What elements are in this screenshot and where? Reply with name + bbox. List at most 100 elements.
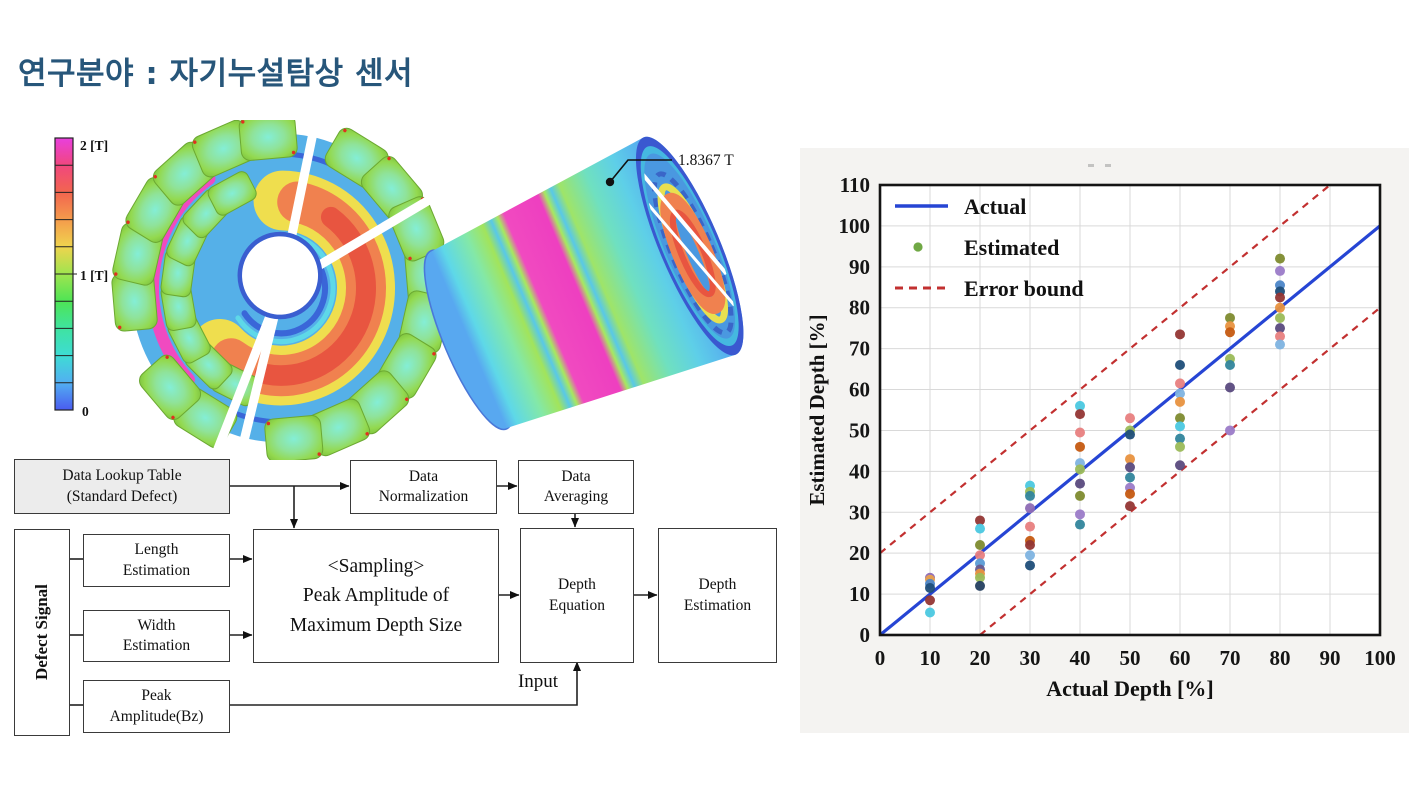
legend-label: Estimated — [964, 235, 1059, 260]
fem-cylinder-model: 1.8367 T — [423, 136, 752, 431]
y-tick-label: 20 — [849, 541, 870, 565]
scatter-point — [1225, 312, 1235, 323]
box-line: Length — [134, 541, 179, 559]
scatter-point — [1025, 550, 1035, 561]
scatter-point — [1075, 464, 1085, 475]
scatter-point — [1175, 329, 1185, 340]
scatter-point — [1075, 400, 1085, 411]
x-tick-label: 20 — [970, 646, 991, 670]
box-line: Equation — [549, 596, 605, 614]
y-tick-label: 110 — [840, 173, 870, 197]
box-depth-equation: Depth Equation — [520, 528, 634, 663]
box-line: Depth — [698, 576, 737, 594]
scatter-point — [1275, 339, 1285, 350]
scatter-point — [1175, 388, 1185, 399]
box-line: Data Lookup Table — [62, 467, 182, 485]
scatter-point — [925, 582, 935, 593]
estimated-points — [925, 253, 1285, 618]
y-tick-label: 70 — [849, 337, 870, 361]
scatter-point — [1175, 413, 1185, 424]
box-data-averaging: Data Averaging — [518, 460, 634, 514]
x-tick-label: 60 — [1170, 646, 1191, 670]
x-tick-label: 70 — [1220, 646, 1241, 670]
y-tick-label: 90 — [849, 255, 870, 279]
y-tick-label: 30 — [849, 500, 870, 524]
scatter-point — [1075, 490, 1085, 501]
box-line: Depth — [558, 576, 596, 594]
scatter-point — [1025, 521, 1035, 532]
x-tick-label: 90 — [1320, 646, 1341, 670]
scatter-point — [1075, 509, 1085, 520]
box-line: Maximum Depth Size — [289, 614, 463, 636]
x-tick-label: 50 — [1120, 646, 1141, 670]
colorbar-label-top: 2 [T] — [80, 138, 108, 153]
scatter-point — [975, 550, 985, 561]
error-bound-line — [879, 184, 1331, 555]
scatter-point — [1025, 540, 1035, 550]
colorbar-label-middle: 1 [T] — [80, 268, 108, 283]
colorbar-label-bottom: 0 — [82, 404, 89, 419]
y-tick-label: 10 — [849, 582, 870, 606]
box-line: Averaging — [543, 488, 609, 505]
box-sampling: <Sampling> Peak Amplitude of Maximum Dep… — [253, 529, 499, 663]
scatter-point — [1225, 327, 1235, 338]
legend: Actual Estimated Error bound — [895, 194, 1084, 301]
input-label: Input — [517, 671, 559, 692]
cropped-title-remnant — [1088, 164, 1094, 167]
fem-annotation-label: 1.8367 T — [678, 152, 734, 169]
box-line: Data — [408, 467, 439, 485]
box-defect-signal: Defect Signal — [14, 529, 70, 736]
y-tick-label: 40 — [849, 459, 870, 483]
box-peak-amplitude: Peak Amplitude(Bz) — [83, 680, 230, 733]
processing-flowchart: Data Lookup Table (Standard Defect) Data… — [0, 440, 800, 760]
scatter-point — [975, 523, 985, 534]
box-line: Defect Signal — [31, 584, 51, 681]
scatter-point — [975, 515, 985, 526]
scatter-point — [1125, 488, 1135, 499]
x-tick-label: 40 — [1070, 646, 1091, 670]
box-line: Estimation — [683, 596, 752, 614]
error-bound-line — [979, 306, 1381, 636]
box-line: Normalization — [378, 488, 469, 505]
scatter-point — [1175, 460, 1185, 471]
scatter-point — [1125, 454, 1135, 465]
scatter-point — [1225, 360, 1235, 370]
box-width-estimation: Width Estimation — [83, 610, 230, 662]
scatter-point — [1075, 409, 1085, 420]
plot-border — [878, 183, 1382, 637]
box-line: Estimation — [122, 561, 191, 579]
x-tick-label: 0 — [875, 646, 886, 670]
box-length-estimation: Length Estimation — [83, 534, 230, 587]
annotation-leader-line — [609, 159, 672, 183]
box-line: Peak — [141, 687, 172, 705]
scatter-point — [1275, 253, 1285, 264]
legend-dot-sample — [913, 242, 923, 252]
x-tick-label: 10 — [920, 646, 941, 670]
scatter-point — [1025, 503, 1035, 514]
scatter-point — [1225, 425, 1235, 436]
legend-label: Actual — [964, 194, 1026, 219]
box-line: Peak Amplitude of — [302, 585, 450, 607]
scatter-point — [1275, 265, 1285, 276]
scatter-point — [1275, 323, 1285, 334]
box-line: (Standard Defect) — [66, 487, 178, 505]
scatter-point — [1075, 427, 1085, 438]
scatter-point — [1175, 421, 1185, 432]
y-tick-label: 100 — [839, 214, 871, 238]
box-line: <Sampling> — [327, 556, 425, 578]
x-axis-title: Actual Depth [%] — [1046, 676, 1213, 701]
y-axis-title: Estimated Depth [%] — [805, 314, 829, 505]
legend-label: Error bound — [964, 276, 1084, 301]
scatter-point — [1175, 378, 1185, 389]
y-tick-label: 50 — [849, 418, 870, 442]
x-tick-label: 100 — [1364, 646, 1396, 670]
flow-connectors — [68, 482, 658, 706]
scatter-point — [1175, 433, 1185, 444]
scatter-point — [1275, 331, 1285, 342]
scatter-point — [1075, 478, 1085, 489]
scatter-point — [925, 607, 935, 618]
x-tick-label: 30 — [1020, 646, 1041, 670]
scatter-point — [1175, 396, 1185, 407]
y-tick-label: 80 — [849, 296, 870, 320]
cropped-title-remnant — [1105, 164, 1111, 167]
